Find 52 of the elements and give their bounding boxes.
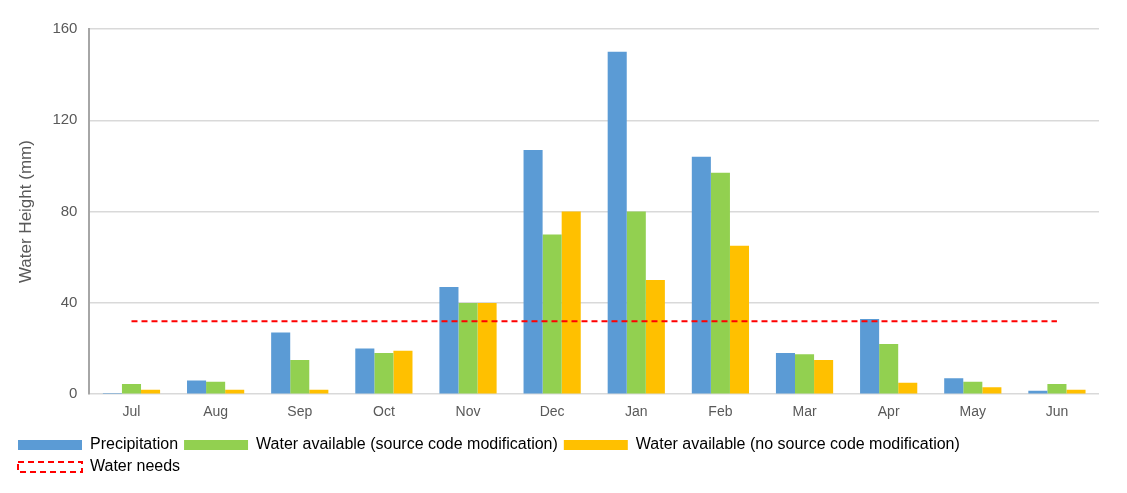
bar (206, 381, 226, 394)
bar (860, 318, 880, 394)
y-tick-label: 0 (69, 384, 78, 402)
x-tick-label: May (959, 403, 987, 420)
bar (187, 380, 207, 394)
bar (523, 149, 543, 394)
bar (458, 302, 478, 394)
x-tick-label: Apr (877, 403, 900, 420)
bar (775, 353, 796, 394)
x-tick-label: Oct (373, 403, 395, 420)
bar (542, 234, 562, 394)
x-tick-label: Jun (1045, 403, 1069, 420)
x-tick-label: Dec (539, 403, 565, 420)
bar (374, 353, 394, 394)
x-tick-label: Mar (792, 403, 817, 420)
bar (729, 245, 750, 394)
bar (393, 350, 413, 394)
bar (626, 211, 646, 394)
y-axis-title: Water Height (mm) (15, 140, 35, 284)
y-tick-label: 120 (52, 110, 78, 128)
legend-label: Precipitation (90, 435, 179, 453)
bar (963, 381, 983, 394)
x-tick-label: Nov (455, 403, 481, 420)
y-tick-label: 80 (60, 201, 78, 219)
bar (814, 359, 834, 394)
bar (290, 359, 310, 394)
bar (607, 51, 627, 394)
bar (355, 348, 375, 394)
bar (710, 172, 730, 394)
bar (271, 332, 291, 394)
legend-label: Water available (no source code modification) (635, 435, 960, 453)
legend-label: Water needs (90, 457, 181, 475)
x-tick-label: Sep (287, 403, 313, 420)
bar (691, 156, 711, 394)
bar (944, 378, 964, 394)
bar (1047, 383, 1067, 394)
y-tick-label: 160 (52, 19, 78, 37)
bar (898, 382, 918, 394)
x-tick-label: Feb (708, 403, 733, 420)
x-tick-label: Jul (122, 403, 141, 420)
bar (645, 280, 665, 394)
bar (982, 387, 1002, 394)
x-tick-label: Aug (203, 403, 229, 420)
bar (439, 286, 459, 394)
y-tick-label: 40 (60, 293, 78, 311)
bar (121, 383, 142, 394)
bar (879, 343, 899, 394)
bar (561, 211, 581, 394)
legend-label: Water available (source code modification) (256, 435, 558, 453)
x-tick-label: Jan (624, 403, 648, 420)
bar (795, 354, 815, 394)
bar (477, 302, 497, 394)
